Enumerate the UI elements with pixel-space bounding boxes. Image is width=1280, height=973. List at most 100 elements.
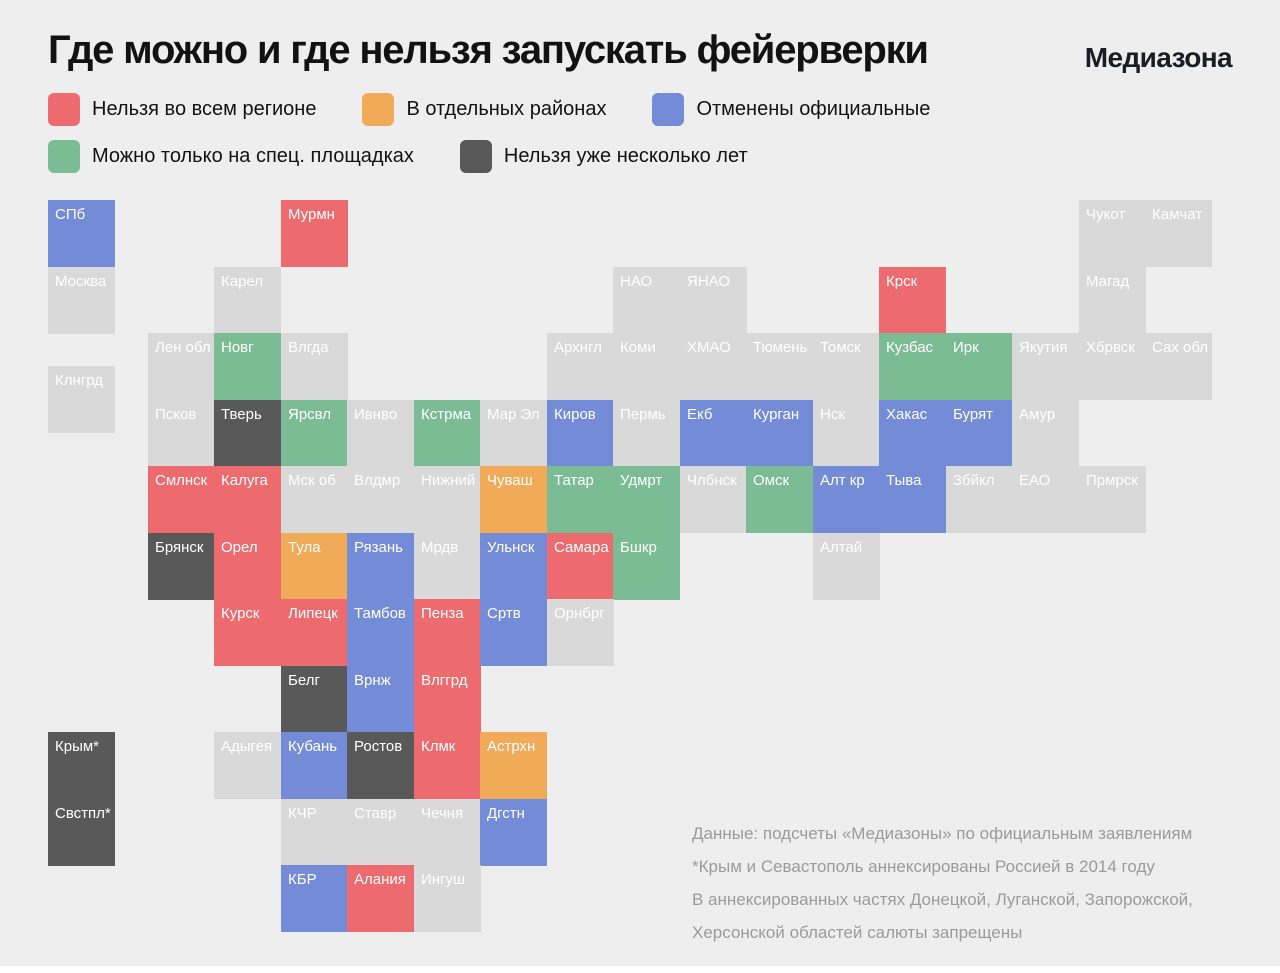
legend-label: Нельзя уже несколько лет bbox=[503, 145, 748, 167]
region-tile: Мар Эл bbox=[480, 400, 547, 467]
region-label: Прмрск bbox=[1086, 472, 1138, 489]
region-tile: Коми bbox=[613, 333, 680, 400]
region-tile: Мурмн bbox=[281, 200, 348, 267]
region-tile: Липецк bbox=[281, 599, 348, 666]
region-label: Збйкл bbox=[953, 472, 995, 489]
region-tile: Самара bbox=[547, 533, 614, 600]
region-label: Рязань bbox=[354, 539, 403, 556]
region-label: КЧР bbox=[288, 805, 317, 822]
ban_districts-swatch bbox=[362, 93, 395, 126]
legend-label: Отменены официальные bbox=[696, 98, 931, 120]
region-label: Якутия bbox=[1019, 339, 1068, 356]
region-label: Белг bbox=[288, 672, 320, 689]
region-tile: Алт кр bbox=[813, 466, 880, 533]
region-tile: Адыгея bbox=[214, 732, 281, 799]
region-label: Амур bbox=[1019, 406, 1056, 423]
region-tile: Татар bbox=[547, 466, 614, 533]
bottom-strip bbox=[0, 966, 1280, 973]
region-tile: Орнбрг bbox=[547, 599, 614, 666]
region-label: Влгда bbox=[288, 339, 329, 356]
footnote-line: В аннексированных частях Донецкой, Луган… bbox=[692, 890, 1193, 909]
region-tile: Камчат bbox=[1145, 200, 1212, 267]
region-tile: Ивнво bbox=[347, 400, 414, 467]
legend-row: Нельзя во всем регионе В отдельных района… bbox=[48, 93, 930, 126]
ban_all-swatch bbox=[48, 93, 80, 126]
region-label: Тыва bbox=[886, 472, 922, 489]
region-tile: Дгстн bbox=[480, 799, 547, 866]
region-tile: Томск bbox=[813, 333, 880, 400]
region-tile: КЧР bbox=[281, 799, 348, 866]
legend-label: Можно только на спец. площадках bbox=[92, 145, 414, 167]
region-tile: Амур bbox=[1012, 400, 1079, 467]
region-label: Хбрвск bbox=[1086, 339, 1135, 356]
region-label: СПб bbox=[55, 206, 86, 223]
ban_years-swatch bbox=[459, 140, 492, 173]
region-tile: Сах обл bbox=[1145, 333, 1212, 400]
region-tile: Ставр bbox=[347, 799, 414, 866]
legend-item: Нельзя во всем регионе bbox=[48, 93, 316, 126]
region-label: ЕАО bbox=[1019, 472, 1051, 489]
region-tile: Бшкр bbox=[613, 533, 680, 600]
region-label: Тверь bbox=[221, 406, 262, 423]
region-tile: КБР bbox=[281, 865, 348, 932]
region-tile: Тюмень bbox=[746, 333, 813, 400]
region-tile: Хакас bbox=[879, 400, 946, 467]
region-tile: Пермь bbox=[613, 400, 680, 467]
legend-label: Нельзя во всем регионе bbox=[92, 98, 317, 120]
region-tile: Кубань bbox=[281, 732, 348, 799]
region-tile: Клмк bbox=[414, 732, 481, 799]
region-label: Свстпл* bbox=[55, 805, 111, 822]
region-tile: Прмрск bbox=[1079, 466, 1146, 533]
region-tile: Тыва bbox=[879, 466, 946, 533]
region-tile: СПб bbox=[48, 200, 115, 267]
region-tile: Бурят bbox=[946, 400, 1013, 467]
region-label: ЯНАО bbox=[687, 273, 731, 290]
region-tile: Омск bbox=[746, 466, 813, 533]
region-tile: Ингуш bbox=[414, 865, 481, 932]
region-tile: Белг bbox=[281, 666, 348, 733]
region-tile: Брянск bbox=[148, 533, 215, 600]
legend-row: Можно только на спец. площадках Нельзя уж… bbox=[48, 140, 930, 173]
region-tile: Курск bbox=[214, 599, 281, 666]
region-tile: Лен обл bbox=[148, 333, 215, 400]
region-label: Киров bbox=[554, 406, 596, 423]
region-label: Кубань bbox=[288, 738, 338, 755]
region-label: Кузбас bbox=[886, 339, 934, 356]
region-label: Мрдв bbox=[421, 539, 459, 556]
region-tile: Кузбас bbox=[879, 333, 946, 400]
region-tile: Врнж bbox=[347, 666, 414, 733]
region-tile: Хбрвск bbox=[1079, 333, 1146, 400]
region-tile: ХМАО bbox=[680, 333, 747, 400]
region-label: Орел bbox=[221, 539, 258, 556]
legend-item: Нельзя уже несколько лет bbox=[459, 140, 748, 173]
region-label: Тамбов bbox=[354, 605, 406, 622]
region-tile: Влггрд bbox=[414, 666, 481, 733]
region-tile: Алания bbox=[347, 865, 414, 932]
region-label: Алания bbox=[354, 871, 406, 888]
region-label: Крым* bbox=[55, 738, 100, 755]
region-label: Чечня bbox=[421, 805, 464, 822]
region-label: Лен обл bbox=[155, 339, 211, 356]
region-label: Калуга bbox=[221, 472, 268, 489]
region-label: Камчат bbox=[1152, 206, 1203, 223]
region-label: Чуваш bbox=[487, 472, 533, 489]
region-label: Омск bbox=[753, 472, 790, 489]
region-label: Клмк bbox=[421, 738, 456, 755]
region-tile: Тамбов bbox=[347, 599, 414, 666]
region-tile: Крым* bbox=[48, 732, 115, 799]
region-label: Бшкр bbox=[620, 539, 657, 556]
region-tile: Пенза bbox=[414, 599, 481, 666]
region-label: Нижний bbox=[421, 472, 476, 489]
region-tile: Члбнск bbox=[680, 466, 747, 533]
region-tile: НАО bbox=[613, 267, 680, 334]
region-tile: Псков bbox=[148, 400, 215, 467]
region-label: Пермь bbox=[620, 406, 666, 423]
region-tile: Чуваш bbox=[480, 466, 547, 533]
region-label: Сртв bbox=[487, 605, 521, 622]
official_cancelled-swatch bbox=[652, 93, 685, 126]
footnote-line: Данные: подсчеты «Медиазоны» по официаль… bbox=[692, 824, 1193, 843]
page-title: Где можно и где нельзя запускать фейерве… bbox=[48, 28, 929, 72]
region-label: Москва bbox=[55, 273, 107, 290]
region-label: Смлнск bbox=[155, 472, 208, 489]
region-label: Врнж bbox=[354, 672, 391, 689]
